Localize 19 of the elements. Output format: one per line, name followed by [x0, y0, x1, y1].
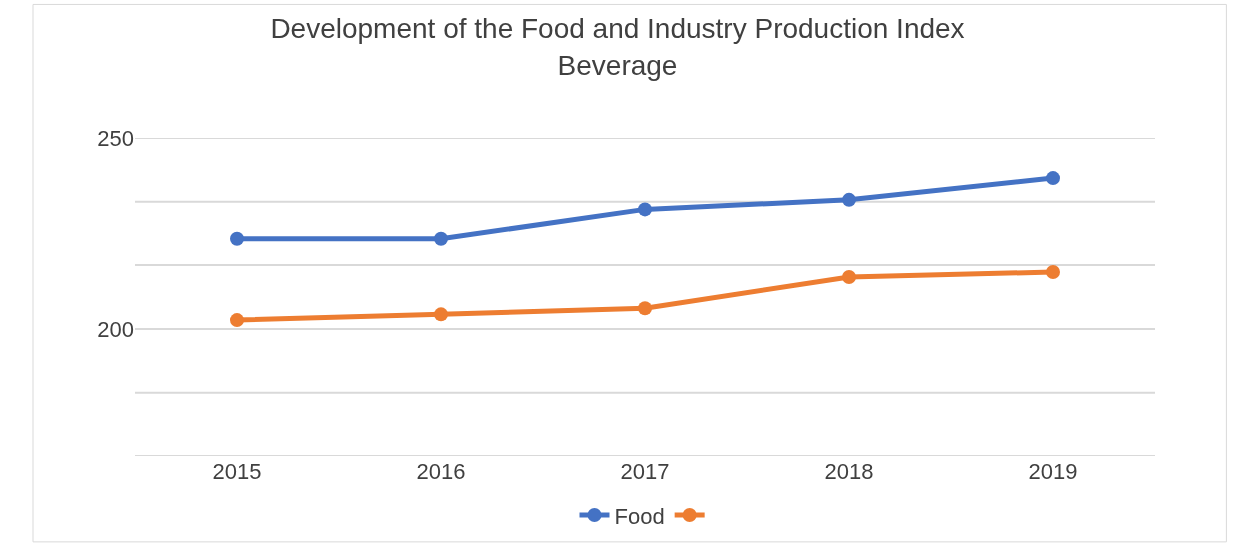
x-tick-label: 2018: [824, 459, 874, 484]
point: [1046, 265, 1060, 279]
y-tick-label: 250: [97, 125, 134, 151]
point: [638, 202, 652, 217]
point: [842, 269, 856, 284]
x-tick-label: 2019: [1028, 459, 1078, 484]
point: [1046, 171, 1060, 186]
chart-title: Development of the Food and Industry Production Index Beverage: [270, 13, 965, 81]
x-tick-label: 2016: [416, 459, 466, 484]
x-tick-label: 2015: [212, 459, 262, 484]
y-tick-label: 200: [97, 316, 134, 342]
x-tick-label: 2017: [620, 459, 670, 484]
point: [842, 192, 856, 207]
point: [230, 313, 244, 328]
point: [638, 301, 652, 316]
legend-label: Food: [614, 503, 665, 529]
point: [434, 231, 448, 246]
point: [434, 307, 448, 322]
point: [230, 231, 244, 246]
